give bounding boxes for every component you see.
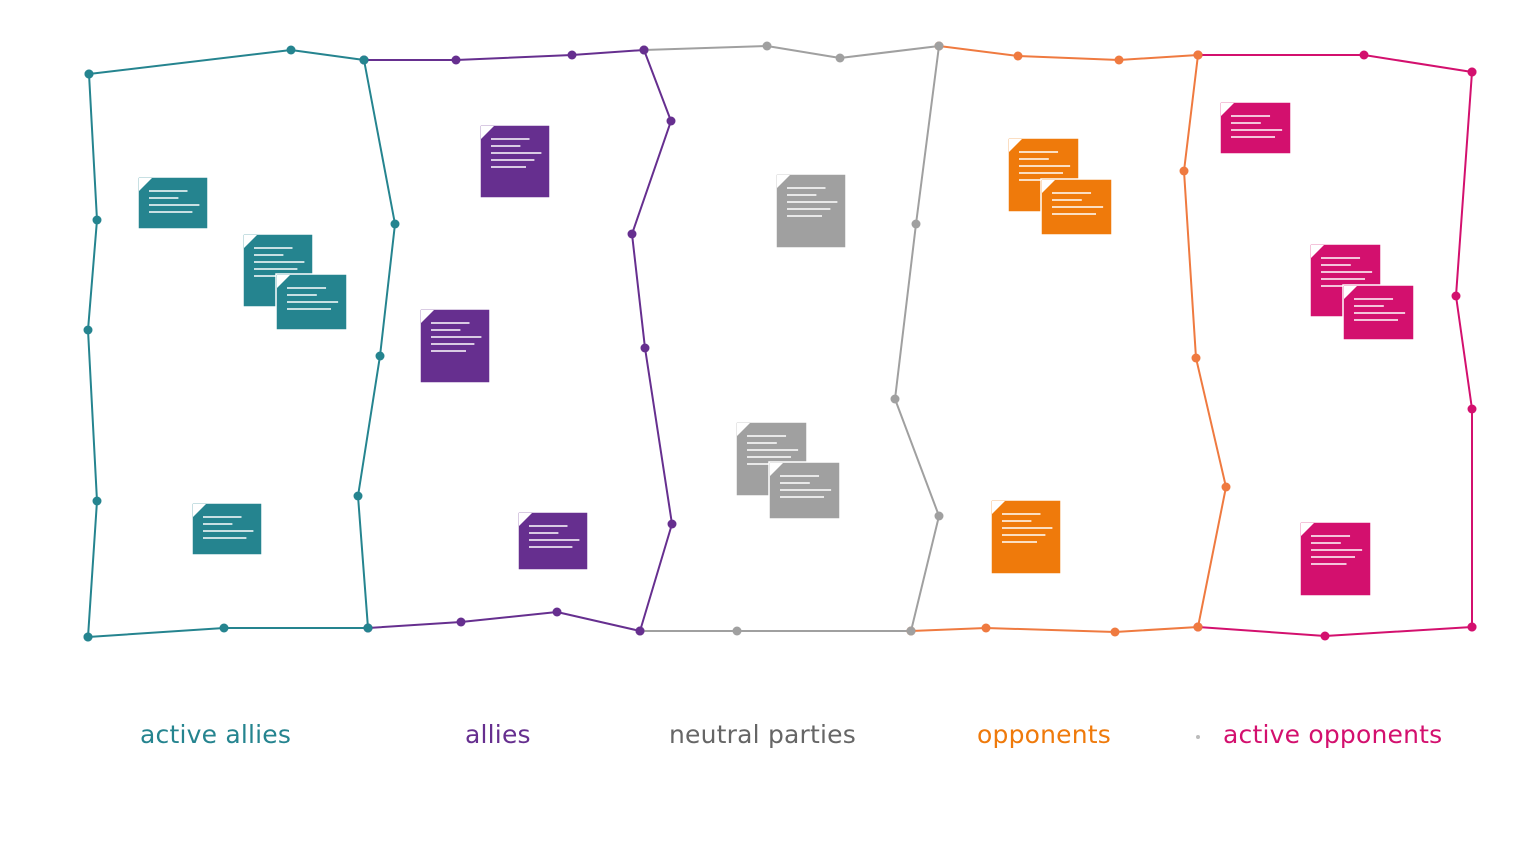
sticky-note-icon <box>137 176 209 230</box>
label-active-allies: active allies <box>140 720 292 749</box>
boundary-bottom-allies <box>363 607 645 636</box>
sticky-note-icon <box>1040 178 1113 236</box>
label-opponents: opponents <box>977 720 1112 749</box>
sticky-note-icon <box>990 499 1062 575</box>
boundary-top-neutral <box>639 41 944 63</box>
sticky-note-icon <box>479 124 551 199</box>
sticky-note-icon <box>517 511 589 571</box>
label-active-opponents: active opponents <box>1223 720 1443 749</box>
divider-opponents-active-opponents <box>1179 50 1231 632</box>
boundary-bottom-neutral <box>635 626 916 636</box>
divider-active-allies-allies <box>353 55 400 633</box>
boundary-right <box>1451 67 1477 632</box>
sticky-note-icon <box>419 308 491 384</box>
boundary-bottom-active-allies <box>83 623 373 642</box>
boundary-bottom-opponents <box>906 622 1203 637</box>
boundary-top-active-opponents <box>1193 50 1477 77</box>
boundary-bottom-active-opponents <box>1193 622 1477 641</box>
divider-allies-neutral <box>627 45 677 636</box>
boundary-left <box>83 69 102 642</box>
sticky-note-icon <box>1342 284 1415 341</box>
sticky-note-icon <box>191 502 263 556</box>
sticky-note-icon <box>1219 101 1292 155</box>
label-allies: allies <box>465 720 531 749</box>
sticky-note-icon <box>275 273 348 331</box>
divider-neutral-opponents <box>890 41 944 636</box>
sticky-note-icon <box>768 461 841 520</box>
sticky-note-icon <box>1299 521 1372 597</box>
sticky-note-icon <box>775 173 847 249</box>
boundary-top-allies <box>359 45 649 65</box>
boundary-top-active-allies <box>84 45 369 79</box>
boundary-top-opponents <box>934 41 1203 65</box>
sticky-note-icon <box>735 421 808 497</box>
separator-dot <box>1196 735 1200 739</box>
label-neutral-parties: neutral parties <box>669 720 856 749</box>
